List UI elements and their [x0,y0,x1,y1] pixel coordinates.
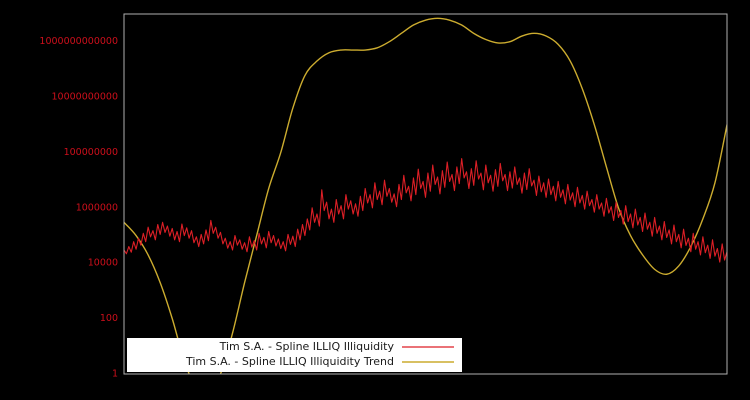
series-line-illiquidity [124,158,727,263]
y-axis-tick-label: 100000000 [64,147,118,158]
legend-entry-illiquidity-label: Tim S.A. - Spline ILLIQ Illiquidity [219,340,395,353]
axes-frame [123,13,728,375]
y-axis-tick-label: 100 [100,313,118,324]
y-axis-tick-label: 1000000 [76,202,118,213]
legend-entry-illiquidity-trend-label: Tim S.A. - Spline ILLIQ Illiquidity Tren… [185,355,394,368]
y-axis-tick-label: 1 [112,369,118,380]
y-axis-tick-label: 10000 [88,258,118,269]
legend-background [127,338,462,372]
chart-legend[interactable]: Tim S.A. - Spline ILLIQ Illiquidity Tim S… [127,338,462,372]
y-axis-tick-labels: 1 100 10000 1000000 100000000 10000000000 1000… [39,36,118,379]
y-axis-tick-label: 10000000000 [52,92,119,103]
y-axis-tick-label: 1000000000000 [39,36,118,47]
